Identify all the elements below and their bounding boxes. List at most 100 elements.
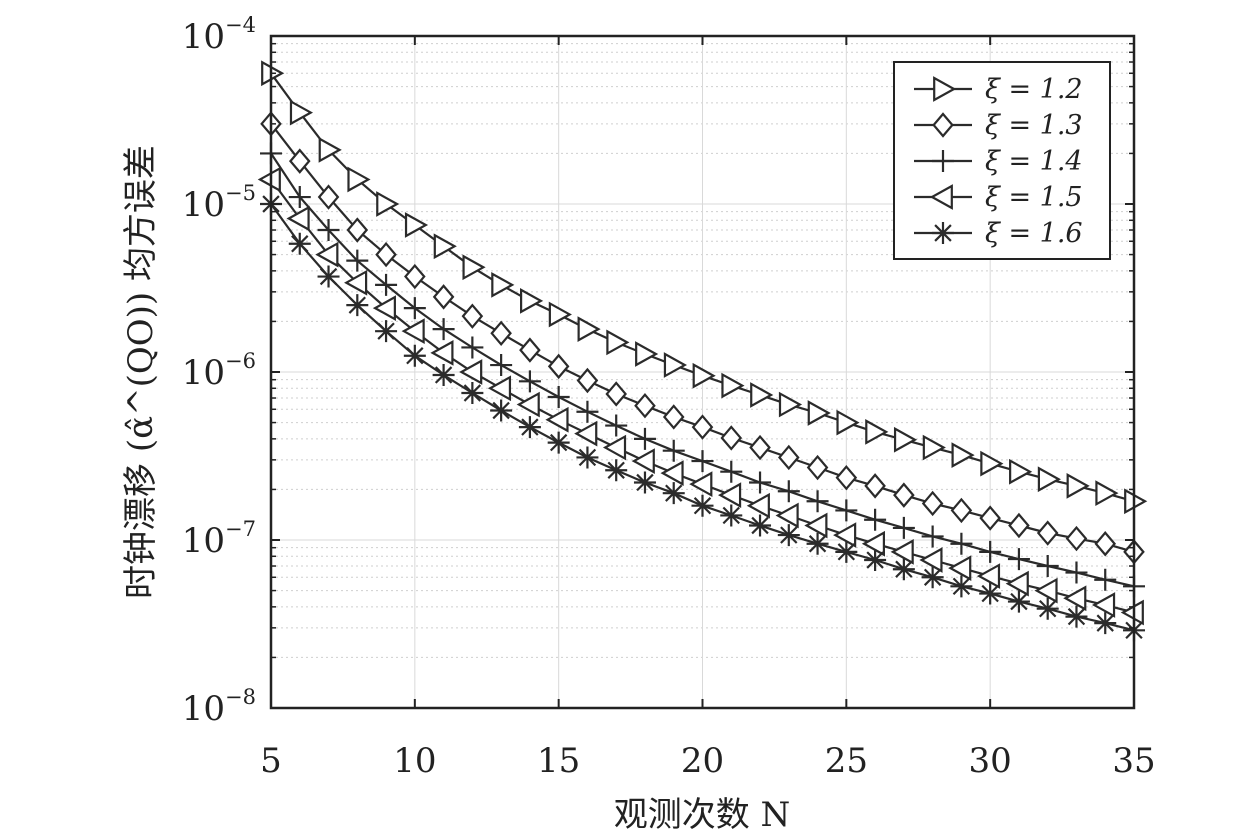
data-point-triangle-left — [833, 522, 857, 548]
data-point-triangle-right — [807, 400, 831, 426]
data-point-triangle-left — [804, 512, 828, 539]
data-point-triangle-left — [890, 538, 914, 565]
data-point-asterisk — [950, 575, 973, 598]
data-point-triangle-right — [376, 191, 400, 217]
data-point-plus — [806, 490, 829, 513]
data-point-triangle-right — [635, 341, 659, 367]
x-tick-label: 20 — [681, 741, 724, 781]
data-point-plus — [777, 480, 800, 503]
data-point-plus — [461, 336, 484, 359]
data-point-triangle-left — [372, 295, 396, 321]
data-point-triangle-left — [430, 339, 454, 366]
data-point-triangle-right — [433, 233, 457, 260]
data-point-triangle-left — [516, 391, 540, 418]
data-point-plus — [662, 439, 685, 462]
data-point-triangle-left — [660, 460, 684, 487]
data-point-triangle-left — [602, 434, 627, 461]
data-point-triangle-right — [548, 301, 572, 328]
data-point-diamond — [461, 303, 484, 329]
data-point-plus — [921, 525, 944, 548]
data-point-asterisk — [835, 540, 858, 563]
data-point-asterisk — [1094, 612, 1117, 635]
data-point-triangle-left — [1091, 592, 1116, 618]
data-point-triangle-left — [487, 375, 512, 402]
data-point-triangle-right — [577, 316, 601, 342]
data-point-diamond — [432, 284, 455, 310]
data-point-triangle-left — [344, 269, 368, 296]
x-tick-label: 30 — [969, 741, 1012, 781]
data-point-asterisk — [749, 514, 772, 537]
data-point-triangle-right — [1009, 458, 1033, 485]
data-point-plus — [576, 400, 599, 423]
legend-label: ξ = 1.5 — [985, 182, 1083, 213]
data-point-triangle-right — [318, 136, 342, 163]
data-point-triangle-right — [462, 254, 486, 281]
data-point-diamond — [932, 112, 954, 138]
data-point-triangle-right — [1066, 472, 1090, 499]
legend-item: ξ = 1.2 — [914, 74, 1083, 105]
y-tick-label: 10−4 — [182, 13, 256, 57]
data-point-plus — [547, 385, 570, 408]
data-point-triangle-left — [1005, 570, 1029, 597]
data-point-triangle-right — [519, 288, 544, 314]
data-point-asterisk — [892, 558, 915, 581]
data-point-plus — [605, 414, 628, 437]
data-point-asterisk — [633, 471, 656, 494]
data-point-triangle-right — [721, 372, 745, 399]
data-point-triangle-right — [750, 382, 774, 408]
series-2 — [260, 111, 1145, 565]
data-point-diamond — [835, 464, 858, 491]
data-point-plus — [892, 516, 915, 539]
data-point-diamond — [864, 473, 886, 499]
y-tick-labels: 10−8 10−7 10−6 10−5 10−4 — [182, 13, 256, 729]
data-point-asterisk — [691, 494, 714, 517]
data-point-triangle-left — [948, 555, 972, 582]
data-point-diamond — [778, 444, 800, 471]
data-point-diamond — [921, 490, 944, 517]
data-point-plus — [691, 450, 714, 473]
data-point-plus — [317, 219, 340, 242]
data-point-triangle-left — [545, 406, 569, 433]
data-point-diamond — [519, 337, 541, 363]
data-point-triangle-right — [663, 352, 687, 378]
data-point-triangle-right — [980, 450, 1004, 477]
data-point-asterisk — [1007, 590, 1030, 613]
data-point-diamond — [893, 482, 915, 508]
data-point-triangle-right — [951, 442, 975, 469]
x-tick-label: 25 — [825, 741, 868, 781]
data-point-triangle-left — [401, 318, 425, 345]
data-point-asterisk — [777, 524, 800, 547]
data-point-asterisk — [490, 399, 513, 422]
data-point-asterisk — [518, 416, 541, 439]
data-point-triangle-left — [976, 563, 1001, 589]
data-point-triangle-right — [1095, 480, 1119, 507]
data-point-triangle-right — [933, 76, 957, 102]
data-point-plus — [1007, 548, 1030, 571]
data-point-plus — [633, 427, 656, 450]
data-point-diamond — [1094, 531, 1117, 557]
data-point-plus — [979, 540, 1002, 563]
data-point-plus — [1065, 561, 1088, 584]
y-tick-label: 10−7 — [182, 517, 256, 561]
data-point-triangle-right — [606, 329, 630, 356]
data-point-asterisk — [1065, 605, 1088, 628]
data-point-triangle-left — [574, 420, 598, 447]
data-point-diamond — [317, 184, 340, 210]
data-point-plus — [375, 273, 398, 296]
data-point-diamond — [1065, 525, 1088, 552]
data-point-plus — [403, 297, 426, 320]
data-point-asterisk — [720, 504, 743, 527]
data-point-triangle-left — [689, 471, 713, 498]
tick-layer — [270, 35, 1135, 709]
data-point-plus — [749, 471, 772, 494]
data-point-diamond — [576, 367, 599, 394]
data-point-asterisk — [806, 532, 829, 555]
data-point-diamond — [547, 353, 570, 380]
data-point-diamond — [404, 263, 426, 290]
data-point-triangle-left — [631, 448, 655, 474]
data-point-diamond — [950, 497, 973, 524]
data-point-asterisk — [288, 232, 311, 255]
data-point-triangle-left — [919, 547, 943, 573]
x-tick-labels: 5 10 15 20 25 30 35 — [260, 741, 1155, 781]
x-tick-label: 10 — [393, 741, 436, 781]
